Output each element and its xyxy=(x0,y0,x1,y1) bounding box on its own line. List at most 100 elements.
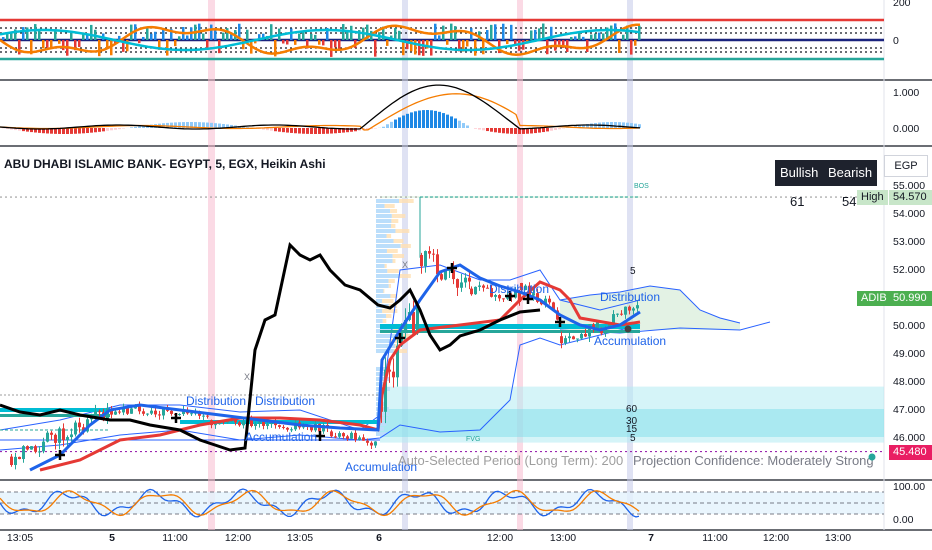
black-line xyxy=(0,241,541,452)
osc-histogram-bar xyxy=(634,40,637,46)
volume-profile-bar xyxy=(388,279,395,283)
macd-histogram-bar xyxy=(94,128,97,133)
osc-tick-label: 200 xyxy=(893,0,911,9)
macd-histogram-bar xyxy=(230,124,233,128)
symbol-tag: ADIB xyxy=(857,291,891,306)
sr-level-bar xyxy=(0,414,110,417)
macd-histogram-bar xyxy=(486,128,489,132)
candle-body xyxy=(198,412,201,416)
osc-histogram-bar xyxy=(610,25,613,40)
accumulation-label: Accumulation xyxy=(345,460,417,474)
candle-body xyxy=(624,306,627,315)
macd-histogram-bar xyxy=(586,124,589,128)
volume-profile-bar xyxy=(376,239,394,243)
macd-histogram-bar xyxy=(98,128,101,132)
candle-body xyxy=(474,286,477,295)
volume-profile-bar xyxy=(376,209,391,213)
volume-profile-bar xyxy=(376,289,384,293)
osc-histogram-bar xyxy=(482,40,485,55)
candle-body xyxy=(66,437,69,441)
demand-zone-inner xyxy=(380,409,884,437)
candle-body xyxy=(106,408,109,421)
candle-body xyxy=(464,277,467,283)
osc-histogram-bar xyxy=(494,24,497,40)
macd-histogram-bar xyxy=(618,122,621,128)
macd-histogram-bar xyxy=(298,128,301,134)
osc-histogram-bar xyxy=(10,32,13,40)
macd-histogram-bar xyxy=(58,128,61,134)
osc-histogram-bar xyxy=(558,40,561,45)
osc-histogram-bar xyxy=(302,31,305,40)
osc-histogram-bar xyxy=(50,40,53,49)
osc-histogram-bar xyxy=(402,40,405,56)
osc-histogram-bar xyxy=(570,36,573,40)
sr-level-bar xyxy=(380,330,640,333)
time-tick-label: 11:00 xyxy=(162,532,188,544)
osc-histogram-bar xyxy=(422,40,425,56)
marker-dot xyxy=(868,453,876,461)
high-tag: High xyxy=(857,190,888,205)
macd-histogram-bar xyxy=(550,128,553,131)
osc-histogram-bar xyxy=(222,32,225,40)
macd-histogram-bar xyxy=(318,128,321,134)
chart-title: ABU DHABI ISLAMIC BANK- EGYPT, 5, EGX, H… xyxy=(4,157,326,171)
macd-histogram-bar xyxy=(18,128,21,131)
volume-profile-bar xyxy=(376,279,389,283)
osc-histogram-bar xyxy=(434,23,437,40)
osc-histogram-bar xyxy=(398,30,401,40)
candle-body xyxy=(350,432,353,439)
accumulation-label: Accumulation xyxy=(245,430,317,444)
candle-body xyxy=(560,336,563,344)
osc-histogram-bar xyxy=(166,40,169,56)
volume-profile-bar xyxy=(390,209,398,213)
bos-label: BOS xyxy=(634,183,649,190)
osc-histogram-bar xyxy=(26,27,29,40)
macd-histogram-bar xyxy=(450,116,453,128)
osc-histogram-bar xyxy=(122,40,125,52)
price-tick-label: 53.000 xyxy=(893,236,925,248)
macd-histogram-bar xyxy=(578,125,581,128)
osc-tick-label: 0 xyxy=(893,35,899,47)
macd-histogram-bar xyxy=(418,110,421,128)
cross-marker xyxy=(315,431,325,441)
volume-profile-bar xyxy=(390,294,398,298)
osc-histogram-bar xyxy=(62,40,65,51)
candle-body xyxy=(22,446,25,460)
osc-histogram-bar xyxy=(202,33,205,40)
macd-histogram-bar xyxy=(458,120,461,128)
macd-signal-line xyxy=(0,93,641,131)
macd-histogram-bar xyxy=(30,128,33,133)
osc-histogram-bar xyxy=(14,29,17,40)
volume-profile-bar xyxy=(386,234,392,238)
macd-histogram-bar xyxy=(394,119,397,128)
candle-body xyxy=(266,424,269,426)
candle-body xyxy=(142,411,145,414)
volume-profile-bar xyxy=(376,349,394,353)
bullish-button[interactable]: Bullish xyxy=(775,160,824,186)
osc-histogram-bar xyxy=(82,32,85,40)
candle-body xyxy=(98,411,101,413)
candle-body xyxy=(114,411,117,415)
candle-body xyxy=(86,419,89,432)
volume-profile-bar xyxy=(383,289,385,293)
candle-body xyxy=(190,413,193,415)
bearish-button[interactable]: Bearish xyxy=(823,160,878,186)
macd-histogram-bar xyxy=(130,127,133,128)
macd-histogram-bar xyxy=(490,128,493,132)
candle-body xyxy=(290,429,293,431)
macd-histogram-bar xyxy=(462,123,465,128)
cross-marker xyxy=(505,291,515,301)
osc-histogram-bar xyxy=(58,40,61,44)
macd-histogram-bar xyxy=(610,122,613,128)
macd-histogram-bar xyxy=(182,122,185,128)
osc-histogram-bar xyxy=(70,32,73,40)
volume-profile-bar xyxy=(376,334,397,338)
distribution-label: Distribution xyxy=(186,394,246,408)
macd-histogram-bar xyxy=(206,122,209,128)
macd-histogram-bar xyxy=(382,126,385,128)
macd-histogram-bar xyxy=(210,122,213,128)
candle-body xyxy=(122,407,125,413)
currency-label[interactable]: EGP xyxy=(884,155,928,177)
osc-main-line xyxy=(0,28,641,52)
